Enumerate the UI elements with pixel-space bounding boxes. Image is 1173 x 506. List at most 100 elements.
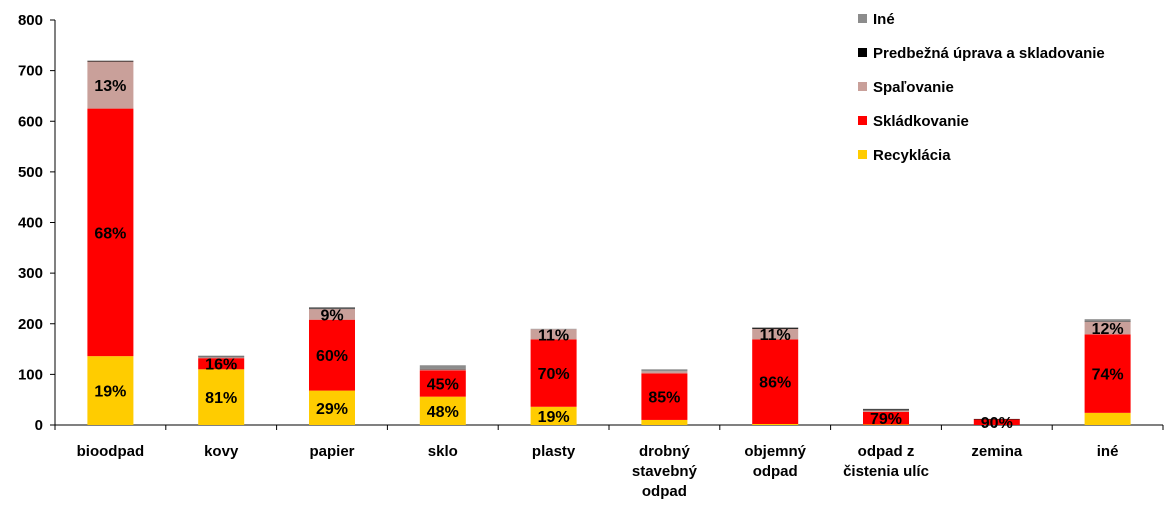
category-label: odpad (642, 483, 687, 500)
y-tick-label: 200 (18, 316, 43, 333)
category-label: odpad (753, 463, 798, 480)
bar-segment (752, 327, 799, 329)
legend: Iné Predbežná úprava a skladovanie Spaľova… (858, 11, 1105, 164)
bar-segment (1084, 319, 1131, 322)
bar-segment (198, 358, 245, 370)
data-label: 81% (205, 390, 237, 407)
bar-segment (87, 60, 134, 62)
data-label: 60% (316, 348, 348, 365)
category-label: objemný (744, 443, 806, 460)
bar-segment (641, 371, 688, 374)
data-label: 13% (94, 78, 126, 95)
bar-segment (87, 356, 134, 425)
data-label: 12% (1092, 321, 1124, 338)
bar-segment (1084, 321, 1131, 335)
bar-segment (530, 328, 577, 330)
legend-label: Skládkovanie (873, 113, 969, 130)
bar-segment (198, 369, 245, 425)
bar-segment (863, 410, 909, 412)
category-label: drobný (639, 443, 690, 460)
legend-swatch (858, 150, 867, 159)
bar-segment (309, 307, 355, 309)
bar-segment (641, 373, 688, 420)
bar-segment (973, 418, 1020, 420)
data-label: 48% (427, 404, 459, 421)
bar-segment (419, 369, 466, 371)
data-label: 19% (94, 384, 126, 401)
data-label: 9% (320, 307, 343, 324)
legend-swatch (858, 48, 867, 57)
bar-segment (87, 61, 134, 62)
data-label: 74% (1092, 367, 1124, 384)
bar-segment (309, 309, 355, 320)
data-label: 68% (94, 225, 126, 242)
bar-segment (198, 355, 245, 357)
legend-swatch (858, 14, 867, 23)
legend-label: Recyklácia (873, 147, 951, 164)
bar-segment (530, 329, 577, 340)
y-tick-label: 300 (18, 265, 43, 282)
category-label: stavebný (632, 463, 698, 480)
y-tick-label: 0 (35, 417, 43, 434)
data-label: 11% (760, 327, 791, 344)
y-axis: 0 100 200 300 400 500 600 700 800 (18, 12, 56, 434)
bar-segment (752, 423, 799, 425)
category-label: zemina (971, 443, 1023, 460)
bar-segment (1084, 321, 1131, 322)
data-label: 11% (538, 327, 569, 344)
bar-segment (1084, 412, 1131, 425)
y-tick-label: 600 (18, 113, 43, 130)
data-label: 79% (870, 411, 902, 428)
bar-segment (863, 411, 909, 425)
data-label: 45% (427, 376, 459, 393)
category-label: sklo (428, 443, 458, 460)
bar-segment (419, 365, 466, 369)
category-label: kovy (204, 443, 239, 460)
legend-swatch (858, 82, 867, 91)
y-tick-label: 100 (18, 366, 43, 383)
bar-segment (752, 339, 799, 424)
bar-segment (198, 357, 245, 359)
category-label: odpad z (858, 443, 915, 460)
bar-segment (419, 368, 466, 370)
bar-segment (530, 406, 577, 425)
bar-segment (419, 370, 466, 397)
data-labels: 19% 68% 13% 81% 16% 29% 60% 9% 48% 45% 19% 70% 11% 85… (94, 78, 1123, 432)
legend-label: Spaľovanie (873, 79, 954, 96)
data-label: 85% (648, 390, 680, 407)
x-axis: bioodpad kovy papier sklo plasty drobný staveb… (54, 424, 1164, 500)
bar-segment (641, 419, 688, 425)
bar-segment (752, 327, 799, 328)
bar-segment (863, 408, 909, 410)
bar-segment (530, 339, 577, 407)
bar-segment (419, 396, 466, 425)
bar-segment (641, 369, 688, 372)
category-label: iné (1097, 443, 1119, 460)
bar-segment (973, 419, 1020, 425)
data-label: 86% (759, 375, 791, 392)
bar-segment (87, 108, 134, 357)
category-label: bioodpad (77, 443, 145, 460)
category-label: čistenia ulíc (843, 463, 929, 480)
data-label: 70% (538, 366, 570, 383)
bar-segment (1084, 334, 1131, 413)
bar-segment (87, 61, 134, 109)
bar-segment (309, 390, 355, 425)
category-label: plasty (532, 443, 576, 460)
category-label: papier (309, 443, 354, 460)
bar-segment (863, 409, 909, 411)
legend-label: Iné (873, 11, 895, 28)
data-label: 29% (316, 401, 348, 418)
y-tick-label: 800 (18, 12, 43, 29)
bar-segment (309, 319, 355, 391)
bar-segment (309, 308, 355, 310)
bar-segment (863, 424, 909, 425)
legend-label: Predbežná úprava a skladovanie (873, 45, 1105, 62)
bar-segment (198, 356, 245, 358)
data-label: 16% (205, 357, 237, 374)
legend-swatch (858, 116, 867, 125)
bar-segment (752, 328, 799, 340)
data-label: 19% (538, 409, 570, 426)
bars (87, 60, 1131, 425)
